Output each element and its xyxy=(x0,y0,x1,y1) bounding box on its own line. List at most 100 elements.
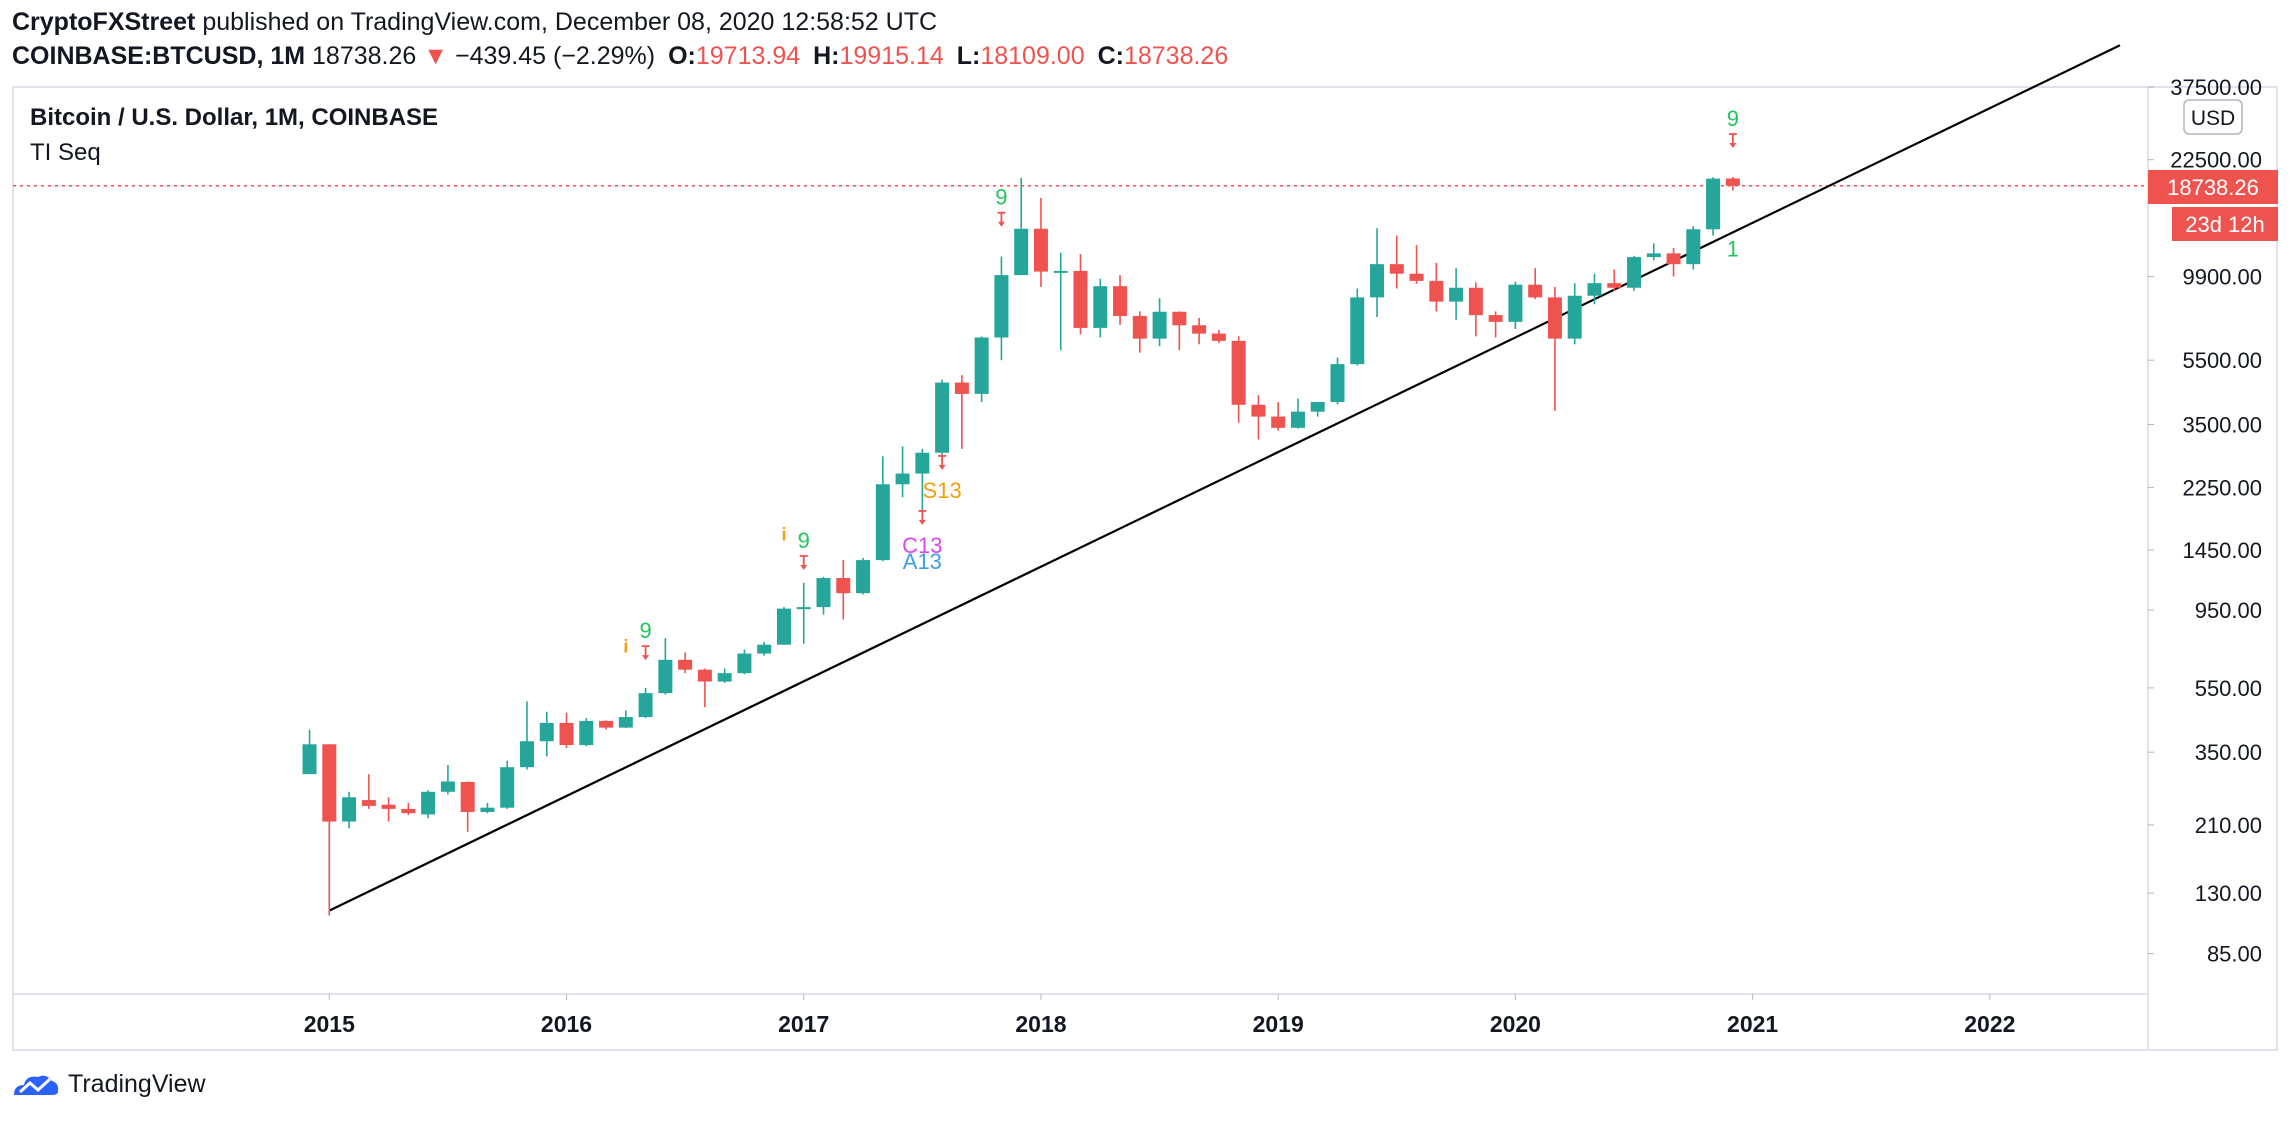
candle xyxy=(1330,357,1345,405)
price-axis[interactable]: 37500.00 22500.00 9900.00 5500.00 3500.00 225… xyxy=(2148,75,2262,967)
candle-body xyxy=(1706,178,1721,230)
candle xyxy=(1053,252,1068,351)
candle-body xyxy=(1113,286,1128,317)
candle xyxy=(796,582,811,644)
candle-body xyxy=(519,741,534,768)
down-arrow-icon xyxy=(997,211,1006,227)
brand[interactable]: TradingView xyxy=(12,1070,206,1099)
candle xyxy=(1409,245,1424,284)
candle xyxy=(954,375,969,449)
candle-body xyxy=(1211,333,1226,341)
candle xyxy=(1706,177,1721,236)
candle-body xyxy=(1350,297,1365,365)
price-tick-label: 5500.00 xyxy=(2182,348,2262,373)
candle-body xyxy=(1508,284,1523,322)
seq-label: S13 xyxy=(923,478,962,503)
seq-label: 9 xyxy=(1727,106,1739,131)
candle-body xyxy=(1132,316,1147,339)
candle-body xyxy=(421,791,436,815)
candle xyxy=(618,710,633,728)
candle-body xyxy=(895,473,910,485)
candle-body xyxy=(836,578,851,594)
seq-label: i xyxy=(623,637,628,657)
candle-body xyxy=(737,653,752,674)
candle xyxy=(776,607,791,645)
down-arrow-icon xyxy=(918,509,927,525)
candle-body xyxy=(1093,286,1108,328)
price-tick-label: 22500.00 xyxy=(2170,148,2262,173)
time-axis[interactable]: 2015 2016 2017 2018 2019 2020 2021 2022 xyxy=(304,994,2016,1037)
candle xyxy=(737,649,752,675)
publisher-name[interactable]: CryptoFXStreet xyxy=(12,8,196,36)
candles[interactable] xyxy=(302,177,1740,916)
candle xyxy=(1508,281,1523,329)
candle xyxy=(460,781,475,832)
candle xyxy=(381,797,396,822)
candle xyxy=(1350,288,1365,366)
candle-body xyxy=(1014,228,1029,276)
currency-badge[interactable]: USD xyxy=(2183,99,2243,135)
candle xyxy=(1686,226,1701,270)
candle-body xyxy=(1053,270,1068,273)
candle xyxy=(1547,286,1562,411)
candle xyxy=(559,712,574,749)
symbol-label: COINBASE:BTCUSD, 1M xyxy=(12,42,306,70)
candle xyxy=(1172,311,1187,351)
time-tick-label: 2020 xyxy=(1490,1011,1541,1037)
candle-body xyxy=(1330,364,1345,402)
candle-body xyxy=(1488,315,1503,322)
candle-body xyxy=(1666,253,1681,265)
price-change: −439.45 (−2.29%) xyxy=(454,42,656,70)
countdown-tag: 23d 12h xyxy=(2172,207,2278,241)
candle-body xyxy=(1686,229,1701,265)
arrow-head xyxy=(1729,143,1737,149)
currency-label: USD xyxy=(2191,107,2235,130)
candle xyxy=(1132,311,1147,353)
seq-label: i xyxy=(781,524,786,544)
candle-body xyxy=(1290,411,1305,428)
seq-label: A13 xyxy=(903,549,942,574)
open-label: O: xyxy=(668,42,696,70)
tradingview-logo-icon xyxy=(14,1075,59,1095)
candle xyxy=(638,687,653,719)
seq-label: 9 xyxy=(639,618,651,643)
candle xyxy=(1231,336,1246,423)
candle xyxy=(895,446,910,498)
candle-body xyxy=(678,659,693,670)
candle-body xyxy=(974,337,989,394)
candle xyxy=(1113,275,1128,325)
seq-label: 9 xyxy=(995,185,1007,210)
price-tick-label: 37500.00 xyxy=(2170,75,2262,100)
arrow-head xyxy=(642,655,650,661)
price-tick-label: 550.00 xyxy=(2195,676,2262,701)
candle xyxy=(440,764,455,795)
candle xyxy=(935,379,950,462)
candle xyxy=(856,557,871,595)
candle-body xyxy=(1389,264,1404,274)
low-label: L: xyxy=(956,42,981,70)
candle-body xyxy=(776,608,791,645)
time-tick-label: 2018 xyxy=(1015,1011,1066,1037)
candle xyxy=(1211,329,1226,344)
candle-body xyxy=(342,797,357,822)
candle xyxy=(1646,243,1661,261)
chart-frame xyxy=(12,86,2278,1051)
candle xyxy=(678,652,693,674)
down-arrow-icon xyxy=(641,645,650,661)
candle-body xyxy=(658,659,673,694)
indicator-label[interactable]: TI Seq xyxy=(30,139,101,166)
price-tick-label: 1450.00 xyxy=(2182,538,2262,563)
candle-body xyxy=(1073,270,1088,328)
price-tick-label: 3500.00 xyxy=(2182,413,2262,438)
price-tick-label: 210.00 xyxy=(2195,813,2262,838)
time-tick-label: 2021 xyxy=(1727,1011,1778,1037)
arrow-head xyxy=(918,519,926,525)
candle-body xyxy=(1310,401,1325,412)
candle-body xyxy=(1449,287,1464,302)
candle-body xyxy=(599,720,614,728)
candle xyxy=(915,448,930,517)
trendline[interactable] xyxy=(328,44,2121,912)
candle-body xyxy=(302,744,317,775)
candle xyxy=(342,791,357,829)
